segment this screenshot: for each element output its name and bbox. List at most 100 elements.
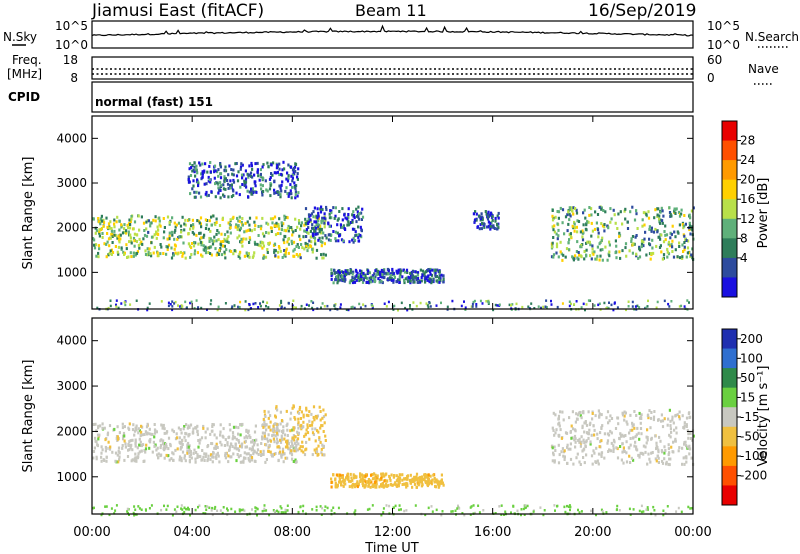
echo-cell bbox=[323, 216, 326, 220]
echo-cell bbox=[114, 459, 117, 463]
echo-cell bbox=[282, 425, 285, 429]
echo-cell bbox=[684, 455, 687, 459]
echo-cell bbox=[318, 436, 321, 440]
echo-cell bbox=[327, 222, 330, 226]
echo-cell bbox=[123, 230, 126, 234]
echo-cell bbox=[210, 253, 213, 257]
echo-cell bbox=[343, 213, 346, 217]
echo-cell bbox=[677, 210, 681, 214]
echo-cell bbox=[601, 424, 604, 428]
echo-cell bbox=[338, 271, 341, 275]
echo-cell bbox=[270, 163, 273, 167]
echo-cell bbox=[353, 511, 356, 514]
echo-cell bbox=[610, 217, 613, 221]
echo-cell bbox=[319, 207, 322, 211]
echo-cell bbox=[414, 504, 417, 507]
echo-cell bbox=[297, 442, 300, 446]
echo-cell bbox=[357, 215, 360, 219]
echo-cell bbox=[317, 452, 320, 456]
echo-cell bbox=[248, 237, 252, 241]
echo-cell bbox=[170, 230, 173, 234]
echo-cell bbox=[284, 251, 287, 255]
echo-cell bbox=[256, 448, 260, 452]
echo-cell bbox=[603, 225, 606, 229]
echo-cell bbox=[337, 506, 340, 510]
echo-cell bbox=[101, 448, 104, 452]
echo-cell bbox=[655, 244, 658, 248]
echo-cell bbox=[292, 170, 295, 174]
nsky-tick-bottom: 10^0 bbox=[55, 38, 88, 52]
echo-cell bbox=[686, 299, 689, 302]
echo-cell bbox=[587, 299, 590, 302]
echo-cell bbox=[128, 440, 131, 444]
echo-cell bbox=[647, 416, 650, 420]
echo-cell bbox=[317, 223, 321, 227]
echo-cell bbox=[301, 246, 304, 250]
echo-cell bbox=[610, 303, 613, 307]
echo-cell bbox=[578, 437, 581, 441]
echo-cell bbox=[210, 223, 213, 227]
echo-cell bbox=[405, 485, 408, 489]
echo-cell bbox=[135, 299, 138, 302]
echo-cell bbox=[220, 443, 223, 447]
echo-cell bbox=[556, 237, 559, 241]
echo-cell bbox=[640, 504, 643, 508]
echo-cell bbox=[664, 233, 667, 237]
echo-cell bbox=[568, 505, 570, 508]
echo-cell bbox=[352, 240, 355, 244]
echo-cell bbox=[604, 245, 607, 249]
echo-cell bbox=[365, 280, 369, 284]
velocity-ylabel: Slant Range [km] bbox=[21, 360, 36, 473]
echo-cell bbox=[269, 439, 273, 443]
echo-cell bbox=[177, 426, 180, 430]
echo-cell bbox=[591, 251, 594, 255]
echo-cell bbox=[650, 451, 653, 455]
echo-cell bbox=[661, 419, 665, 423]
echo-cell bbox=[279, 410, 282, 414]
echo-cell bbox=[186, 443, 189, 447]
echo-cell bbox=[625, 460, 629, 464]
echo-cell bbox=[401, 483, 404, 486]
echo-cell bbox=[217, 174, 220, 178]
echo-cell bbox=[148, 446, 151, 450]
echo-cell bbox=[115, 299, 118, 302]
echo-cell bbox=[629, 413, 632, 417]
echo-cell bbox=[360, 218, 363, 221]
echo-cell bbox=[300, 304, 303, 308]
echo-cell bbox=[356, 485, 359, 489]
echo-cell bbox=[571, 427, 575, 431]
echo-cell bbox=[274, 414, 277, 418]
echo-cell bbox=[658, 214, 661, 218]
echo-cell bbox=[390, 278, 393, 282]
echo-cell bbox=[181, 450, 185, 454]
echo-cell bbox=[96, 444, 99, 448]
echo-cell bbox=[355, 270, 358, 274]
echo-cell bbox=[398, 281, 401, 284]
echo-cell bbox=[210, 299, 213, 302]
echo-cell bbox=[376, 474, 379, 478]
echo-cell bbox=[616, 447, 619, 451]
echo-cell bbox=[187, 232, 190, 235]
echo-cell bbox=[283, 228, 286, 232]
echo-cell bbox=[600, 455, 603, 458]
echo-cell bbox=[230, 195, 233, 199]
echo-cell bbox=[344, 482, 347, 486]
echo-cell bbox=[198, 161, 201, 165]
echo-cell bbox=[325, 205, 328, 209]
echo-cell bbox=[668, 206, 671, 210]
echo-cell bbox=[313, 239, 317, 243]
echo-cell bbox=[200, 436, 204, 440]
echo-cell bbox=[150, 241, 153, 245]
echo-cell bbox=[283, 217, 286, 221]
echo-cell bbox=[271, 221, 274, 225]
echo-cell bbox=[640, 245, 643, 249]
echo-cell bbox=[206, 308, 208, 311]
echo-cell bbox=[185, 423, 188, 427]
echo-cell bbox=[552, 451, 555, 455]
echo-cell bbox=[219, 176, 223, 180]
echo-cell bbox=[659, 218, 662, 222]
echo-cell bbox=[380, 513, 383, 517]
echo-cell bbox=[127, 443, 130, 447]
echo-cell bbox=[364, 276, 367, 280]
echo-cell bbox=[690, 209, 693, 213]
